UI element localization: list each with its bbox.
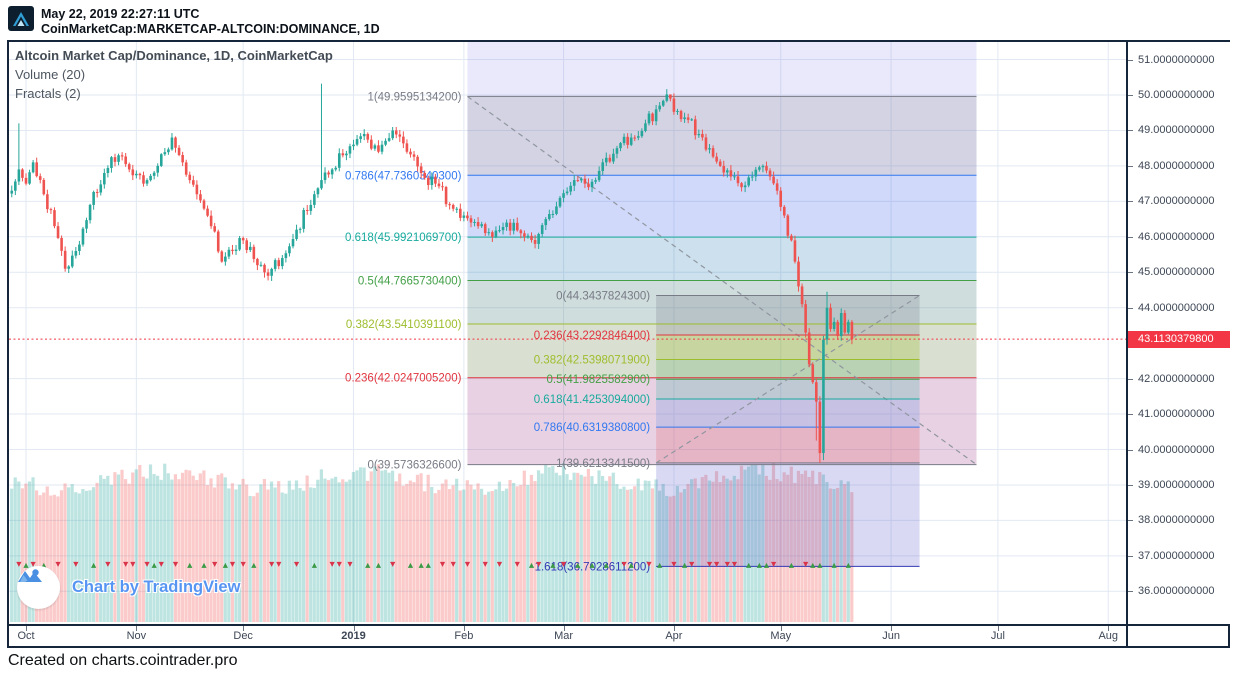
time-axis-label: Mar bbox=[554, 630, 574, 642]
time-axis-label: 2019 bbox=[341, 630, 366, 642]
price-axis-label: 50.0000000000 bbox=[1128, 88, 1214, 102]
header-titles: May 22, 2019 22:27:11 UTC CoinMarketCap:… bbox=[41, 6, 380, 37]
price-axis-label: 44.0000000000 bbox=[1128, 301, 1214, 315]
time-axis-label: Apr bbox=[665, 630, 683, 642]
chart-canvas[interactable]: 1(49.9595134200) 0.786(47.7360340300) 0.61… bbox=[9, 42, 1126, 624]
candlesticks bbox=[10, 83, 854, 463]
fib-2-zones bbox=[656, 295, 920, 567]
fib-level-label: 0.236(42.0247005200) bbox=[345, 373, 462, 385]
fib-2-trendline[interactable] bbox=[655, 295, 920, 464]
time-axis-label: Jun bbox=[882, 630, 900, 642]
price-axis-label: 46.0000000000 bbox=[1128, 230, 1214, 244]
fib-level-label: 0.786(40.6319380800) bbox=[534, 422, 651, 434]
fib-1-zones bbox=[467, 96, 977, 465]
fib-level-label: 0.786(47.7360340300) bbox=[345, 170, 462, 182]
last-price-badge: 43.1130379800 bbox=[1128, 331, 1230, 349]
price-axis-label: 36.0000000000 bbox=[1128, 584, 1214, 598]
time-axis-tick bbox=[1108, 626, 1110, 631]
time-axis-tick bbox=[891, 626, 893, 631]
price-axis-label: 45.0000000000 bbox=[1128, 265, 1214, 279]
fib-level-label: 1(49.9595134200) bbox=[367, 91, 461, 103]
price-axis-label: 49.0000000000 bbox=[1128, 123, 1214, 137]
time-axis-label: Oct bbox=[17, 630, 35, 642]
chart-timestamp: May 22, 2019 22:27:11 UTC bbox=[41, 7, 200, 21]
time-axis-tick bbox=[243, 626, 245, 631]
price-axis-label: 51.0000000000 bbox=[1128, 53, 1214, 67]
time-axis-label: May bbox=[770, 630, 792, 642]
time-axis-tick bbox=[563, 626, 565, 631]
price-axis-label: 38.0000000000 bbox=[1128, 513, 1214, 527]
fib-level-label: 0(44.3437824300) bbox=[556, 291, 650, 303]
time-axis-label: Jul bbox=[990, 630, 1005, 642]
time-axis[interactable]: Oct Nov Dec 2019 Feb Mar Apr May Jun Jul Aug bbox=[9, 624, 1228, 648]
fractal-markers bbox=[16, 561, 851, 568]
chart-symbol: CoinMarketCap:MARKETCAP-ALTCOIN:DOMINANC… bbox=[41, 22, 380, 36]
fib-level-label: 0.5(44.7665730400) bbox=[358, 276, 462, 288]
fib-1-levels[interactable]: 1(49.9595134200) 0.786(47.7360340300) 0.61… bbox=[345, 91, 977, 472]
chart-frame: 1(49.9595134200) 0.786(47.7360340300) 0.61… bbox=[7, 40, 1230, 648]
price-axis-label: 41.0000000000 bbox=[1128, 407, 1214, 421]
fib-level-label: 0.618(45.9921069700) bbox=[345, 232, 462, 244]
price-chart-pane[interactable]: 1(49.9595134200) 0.786(47.7360340300) 0.61… bbox=[9, 42, 1126, 624]
fib-level-label: 1(39.6213341500) bbox=[556, 458, 650, 470]
price-axis-label: 37.0000000000 bbox=[1128, 549, 1214, 563]
watermark-label: Chart by TradingView bbox=[72, 578, 241, 596]
time-axis-tick bbox=[780, 626, 782, 631]
price-axis-label: 42.0000000000 bbox=[1128, 372, 1214, 386]
time-axis-tick bbox=[353, 626, 355, 631]
fib-level-label: 0.5(41.9825582900) bbox=[547, 374, 651, 386]
time-axis-label: Aug bbox=[1098, 630, 1119, 642]
tradingview-watermark[interactable]: Chart by TradingView bbox=[17, 566, 240, 609]
header: May 22, 2019 22:27:11 UTC CoinMarketCap:… bbox=[8, 6, 380, 36]
time-axis-tick bbox=[997, 626, 999, 631]
highlight-band bbox=[467, 42, 977, 465]
mountain-logo-icon bbox=[13, 11, 29, 26]
footer-credit: Created on charts.cointrader.pro bbox=[8, 652, 238, 669]
fib-level-label: 0.382(42.5398071900) bbox=[534, 354, 651, 366]
price-axis-label: 40.0000000000 bbox=[1128, 443, 1214, 457]
price-axis-label: 48.0000000000 bbox=[1128, 159, 1214, 173]
price-axis-label: 39.0000000000 bbox=[1128, 478, 1214, 492]
tradingview-logo-icon bbox=[17, 566, 60, 609]
time-axis-label: Dec bbox=[233, 630, 253, 642]
price-axis-label: 47.0000000000 bbox=[1128, 194, 1214, 208]
fib-level-label: 0.236(43.2292846400) bbox=[534, 330, 651, 342]
fib-1-trendline[interactable] bbox=[467, 95, 977, 466]
time-axis-label: Nov bbox=[126, 630, 147, 642]
axis-corner-divider bbox=[1126, 626, 1128, 648]
time-axis-label: Feb bbox=[454, 630, 474, 642]
gridlines bbox=[9, 42, 1126, 624]
price-axis[interactable]: 43.1130379800 51.0000000000 50.0000000000… bbox=[1126, 42, 1230, 624]
time-axis-tick bbox=[136, 626, 138, 631]
time-axis-tick bbox=[673, 626, 675, 631]
time-axis-tick bbox=[26, 626, 27, 631]
volume-bars bbox=[10, 463, 854, 622]
app-logo-icon bbox=[8, 6, 34, 31]
fib-level-label: 0.618(41.4253094000) bbox=[534, 394, 651, 406]
fib-level-label: 0.382(43.5410391100) bbox=[346, 319, 462, 331]
fib-level-label: 0(39.5736326600) bbox=[367, 460, 461, 472]
time-axis-tick bbox=[463, 626, 465, 631]
